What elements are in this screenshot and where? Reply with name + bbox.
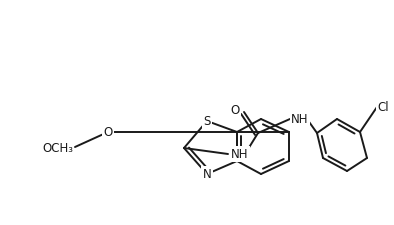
Text: OCH₃: OCH₃ <box>42 141 73 154</box>
Text: O: O <box>103 126 113 139</box>
Text: Cl: Cl <box>377 101 388 114</box>
Text: N: N <box>203 168 211 181</box>
Text: NH: NH <box>291 113 309 126</box>
Text: NH: NH <box>231 148 249 161</box>
Text: S: S <box>203 115 211 128</box>
Text: O: O <box>231 104 240 117</box>
